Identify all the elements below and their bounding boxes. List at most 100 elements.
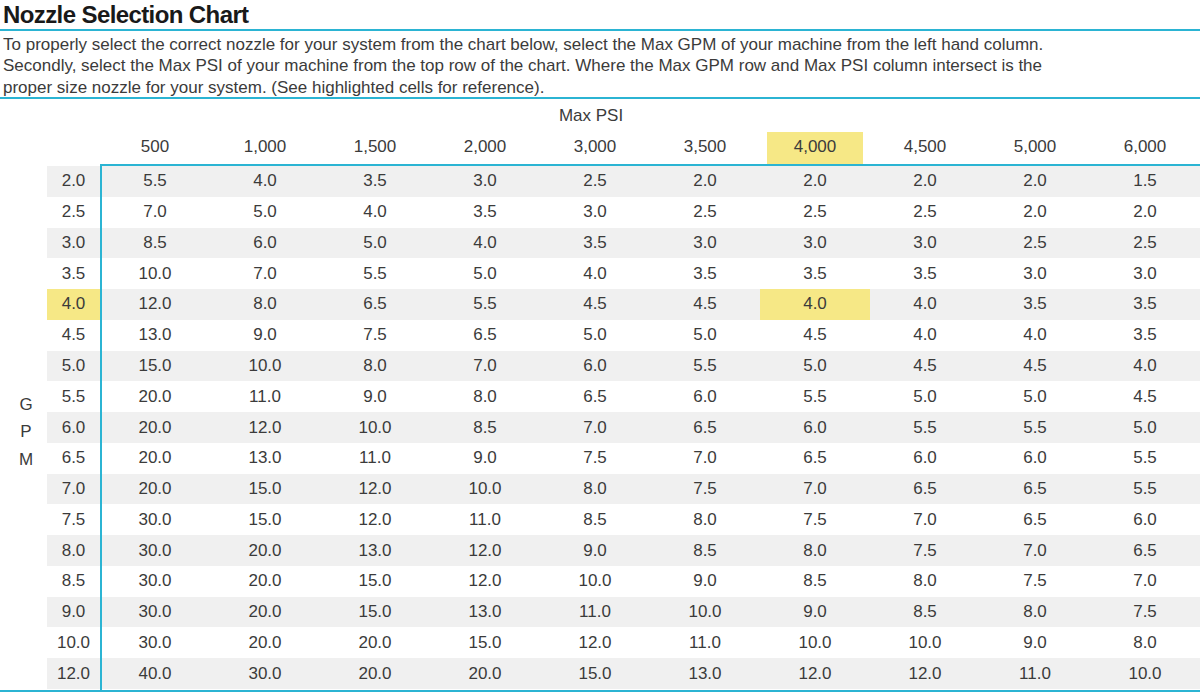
nozzle-size-cell: 20.0 — [320, 627, 430, 658]
gpm-column-divider — [100, 164, 102, 690]
table-row: 7.530.015.012.011.08.58.07.57.06.56.0 — [0, 504, 1200, 535]
nozzle-size-cell: 8.0 — [870, 566, 980, 597]
nozzle-size-cell: 10.0 — [100, 258, 210, 289]
table-row: 3.08.56.05.04.03.53.03.03.02.52.5 — [0, 228, 1200, 259]
nozzle-size-cell: 13.0 — [430, 597, 540, 628]
nozzle-size-cell: 7.0 — [210, 258, 320, 289]
nozzle-size-cell: 10.0 — [210, 351, 320, 382]
gpm-row-label: 7.0 — [47, 474, 100, 505]
nozzle-size-cell: 5.0 — [210, 197, 320, 228]
nozzle-size-cell: 4.0 — [870, 320, 980, 351]
nozzle-size-cell: 11.0 — [210, 381, 320, 412]
nozzle-size-cell: 9.0 — [760, 597, 870, 628]
nozzle-size-cell: 9.0 — [650, 566, 760, 597]
gpm-row-label: 3.5 — [47, 258, 100, 289]
nozzle-size-cell: 12.0 — [320, 474, 430, 505]
gpm-row-label: 6.5 — [47, 443, 100, 474]
nozzle-size-cell: 3.5 — [540, 228, 650, 259]
nozzle-size-cell: 12.0 — [870, 658, 980, 689]
nozzle-size-cell: 2.0 — [870, 166, 980, 197]
nozzle-size-cell: 3.5 — [430, 197, 540, 228]
nozzle-size-cell: 4.5 — [1090, 381, 1200, 412]
table-row: 8.030.020.013.012.09.08.58.07.57.06.5 — [0, 535, 1200, 566]
nozzle-size-cell: 7.0 — [100, 197, 210, 228]
nozzle-size-cell: 15.0 — [320, 597, 430, 628]
table-row: 6.520.013.011.09.07.57.06.56.06.05.5 — [0, 443, 1200, 474]
nozzle-size-cell: 5.0 — [650, 320, 760, 351]
nozzle-size-cell: 6.0 — [210, 228, 320, 259]
gpm-row-label: 7.5 — [47, 504, 100, 535]
nozzle-size-cell: 20.0 — [100, 381, 210, 412]
gpm-letter: G — [17, 391, 35, 418]
nozzle-size-cell: 1.5 — [1090, 166, 1200, 197]
psi-column-header: 3,500 — [650, 130, 760, 166]
page: Nozzle Selection Chart To properly selec… — [0, 0, 1200, 692]
psi-column-header: 4,000 — [760, 130, 870, 166]
nozzle-size-cell: 30.0 — [100, 597, 210, 628]
nozzle-size-cell: 5.0 — [540, 320, 650, 351]
gpm-letter: P — [17, 418, 35, 445]
nozzle-size-cell: 6.0 — [870, 443, 980, 474]
nozzle-size-cell: 2.0 — [760, 166, 870, 197]
nozzle-size-cell: 20.0 — [210, 566, 320, 597]
nozzle-size-cell: 11.0 — [650, 627, 760, 658]
gpm-row-label: 3.0 — [47, 228, 100, 259]
left-spacer-cell — [0, 535, 47, 566]
gpm-row-label: 9.0 — [47, 597, 100, 628]
nozzle-size-cell: 5.0 — [430, 258, 540, 289]
nozzle-size-cell: 15.0 — [210, 474, 320, 505]
table-row: 2.05.54.03.53.02.52.02.02.02.01.5 — [0, 166, 1200, 197]
intro-line: proper size nozzle for your system. (See… — [3, 77, 1200, 98]
nozzle-size-cell: 3.0 — [870, 228, 980, 259]
nozzle-size-cell: 4.5 — [540, 289, 650, 320]
gpm-row-label: 5.0 — [47, 351, 100, 382]
nozzle-size-cell: 5.0 — [980, 381, 1090, 412]
nozzle-size-cell: 5.5 — [1090, 474, 1200, 505]
nozzle-size-cell: 13.0 — [320, 535, 430, 566]
nozzle-size-cell: 7.0 — [650, 443, 760, 474]
nozzle-size-cell: 2.0 — [650, 166, 760, 197]
nozzle-size-cell: 6.0 — [760, 412, 870, 443]
nozzle-size-cell: 2.5 — [1090, 228, 1200, 259]
nozzle-size-cell: 7.0 — [760, 474, 870, 505]
nozzle-size-cell: 3.5 — [1090, 289, 1200, 320]
nozzle-size-cell: 13.0 — [210, 443, 320, 474]
table-row: 4.012.08.06.55.54.54.54.04.03.53.5 — [0, 289, 1200, 320]
nozzle-size-cell: 2.5 — [760, 197, 870, 228]
nozzle-size-cell: 5.5 — [430, 289, 540, 320]
table-row: 12.040.030.020.020.015.013.012.012.011.0… — [0, 658, 1200, 689]
nozzle-size-cell: 7.5 — [1090, 597, 1200, 628]
nozzle-size-cell: 10.0 — [320, 412, 430, 443]
table-row: 7.020.015.012.010.08.07.57.06.56.55.5 — [0, 474, 1200, 505]
title-divider — [0, 29, 1200, 31]
nozzle-size-cell: 2.5 — [540, 166, 650, 197]
nozzle-size-cell: 12.0 — [210, 412, 320, 443]
nozzle-size-cell: 6.5 — [870, 474, 980, 505]
nozzle-size-cell: 7.5 — [650, 474, 760, 505]
nozzle-size-cell: 12.0 — [100, 289, 210, 320]
table-row: 4.513.09.07.56.55.05.04.54.04.03.5 — [0, 320, 1200, 351]
nozzle-size-cell: 20.0 — [100, 412, 210, 443]
nozzle-size-cell: 8.0 — [210, 289, 320, 320]
nozzle-size-cell: 4.0 — [320, 197, 430, 228]
nozzle-size-cell: 30.0 — [100, 566, 210, 597]
nozzle-size-cell: 8.0 — [430, 381, 540, 412]
page-title: Nozzle Selection Chart — [3, 1, 249, 29]
nozzle-size-cell: 4.5 — [760, 320, 870, 351]
left-spacer-cell — [0, 228, 47, 259]
gpm-row-label: 10.0 — [47, 627, 100, 658]
nozzle-size-cell: 11.0 — [980, 658, 1090, 689]
table-row: 9.030.020.015.013.011.010.09.08.58.07.5 — [0, 597, 1200, 628]
nozzle-size-cell: 9.0 — [980, 627, 1090, 658]
nozzle-size-cell: 6.0 — [650, 381, 760, 412]
nozzle-size-cell: 20.0 — [430, 658, 540, 689]
gpm-row-label: 12.0 — [47, 658, 100, 689]
nozzle-size-cell: 6.5 — [980, 504, 1090, 535]
gpm-row-label: 8.5 — [47, 566, 100, 597]
nozzle-size-cell: 8.5 — [540, 504, 650, 535]
nozzle-size-cell: 20.0 — [320, 658, 430, 689]
nozzle-size-cell: 5.5 — [320, 258, 430, 289]
psi-header-row: 5001,0001,5002,0003,0003,5004,0004,5005,… — [0, 130, 1200, 166]
gpm-column-corner-cell — [47, 130, 100, 166]
nozzle-size-cell: 30.0 — [100, 535, 210, 566]
